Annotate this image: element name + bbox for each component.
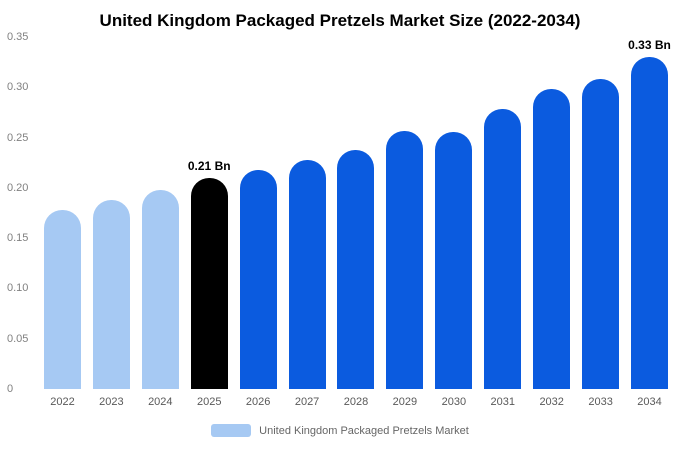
bar: [141, 189, 179, 389]
bar: [386, 130, 424, 389]
y-tick-label: 0.20: [7, 181, 29, 194]
x-tick-label: 2024: [148, 396, 173, 408]
bar-column: [136, 37, 185, 389]
bar-column: [38, 37, 87, 389]
bar-column: 0.33 Bn: [625, 37, 674, 389]
bar-value-label: 0.21 Bn: [187, 158, 231, 173]
plot-area: 0.21 Bn 0.33 Bn: [38, 37, 674, 389]
bar-column: [576, 37, 625, 389]
x-tick-label: 2032: [539, 396, 564, 408]
bar: [582, 79, 620, 389]
bar: [435, 131, 473, 389]
y-axis: 0 0.05 0.10 0.15 0.20 0.25 0.30 0.35: [0, 31, 34, 395]
bar: [92, 199, 130, 389]
chart: 0 0.05 0.10 0.15 0.20 0.25 0.30 0.35 0.21 Bn 0.3…: [0, 31, 680, 395]
bar-column: [478, 37, 527, 389]
bar: [337, 149, 375, 389]
bar-column: [87, 37, 136, 389]
bar: [484, 109, 522, 389]
x-tick-label: 2022: [50, 396, 75, 408]
x-tick-label: 2026: [245, 396, 271, 408]
bar-column: [332, 37, 381, 389]
bar-column: [527, 37, 576, 389]
legend: United Kingdom Packaged Pretzels Market: [0, 424, 680, 437]
x-tick-label: 2029: [392, 396, 418, 408]
y-tick-label: 0.15: [7, 232, 29, 245]
bar: [631, 57, 669, 389]
chart-title: United Kingdom Packaged Pretzels Market …: [99, 11, 581, 30]
x-tick-label: 2031: [490, 396, 515, 408]
legend-swatch: [211, 424, 252, 437]
bar-column: [234, 37, 283, 389]
x-axis: 2022 2023 2024 2025 2026 2027 2028 2029 2030 2031…: [38, 396, 674, 408]
y-tick-label: 0.25: [7, 131, 29, 144]
y-tick-label: 0.35: [7, 31, 29, 43]
bar: [533, 89, 571, 389]
y-tick-label: 0.10: [7, 282, 29, 295]
legend-label: United Kingdom Packaged Pretzels Market: [259, 424, 469, 437]
x-tick-label: 2025: [196, 396, 222, 408]
bar-column: 0.21 Bn: [185, 37, 234, 389]
bar-column: [429, 37, 478, 389]
bar: [190, 177, 228, 389]
x-tick-label: 2023: [99, 396, 124, 408]
bars-row: 0.21 Bn 0.33 Bn: [38, 37, 674, 389]
x-tick-label: 2033: [588, 396, 613, 408]
bar-column: [283, 37, 332, 389]
y-tick-label: 0: [7, 383, 14, 395]
bar: [43, 209, 81, 389]
bar: [239, 169, 277, 389]
y-tick-label: 0.30: [7, 81, 29, 94]
bar: [288, 159, 326, 389]
x-tick-label: 2030: [441, 396, 467, 408]
x-tick-label: 2027: [294, 396, 320, 408]
y-tick-label: 0.05: [7, 332, 29, 345]
x-tick-label: 2028: [343, 396, 369, 408]
x-tick-label: 2034: [637, 396, 662, 408]
bar-value-label: 0.33 Bn: [628, 38, 671, 53]
bar-column: [380, 37, 429, 389]
